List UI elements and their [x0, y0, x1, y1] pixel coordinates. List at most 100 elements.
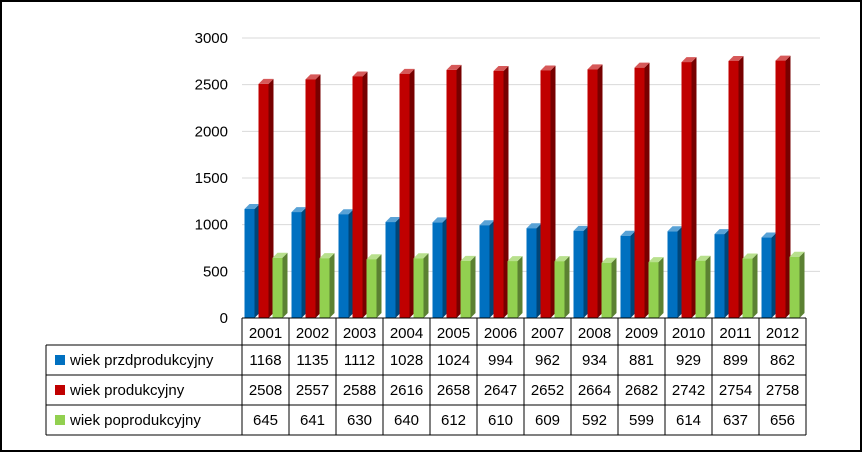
bar-top — [507, 256, 523, 262]
data-label: 1028 — [390, 352, 423, 369]
legend-swatch — [55, 415, 65, 425]
bar — [305, 74, 321, 318]
bar-front — [352, 76, 363, 318]
bar-top — [493, 65, 509, 71]
data-label: 962 — [535, 352, 560, 369]
data-label: 637 — [723, 412, 748, 429]
data-label: 614 — [676, 412, 701, 429]
bar-side — [597, 64, 603, 318]
bar-side — [395, 217, 401, 318]
bar-top — [540, 65, 556, 71]
data-label: 2652 — [531, 382, 564, 399]
bar-front — [460, 260, 471, 318]
data-label: 599 — [629, 412, 654, 429]
bar-top — [573, 225, 589, 231]
bar-front — [258, 83, 269, 318]
bar-front — [789, 256, 800, 318]
x-tick-label: 2011 — [719, 325, 751, 342]
bar-side — [442, 217, 448, 318]
bar — [554, 256, 570, 318]
bar — [587, 64, 603, 318]
bar-side — [282, 252, 288, 318]
bar-top — [460, 255, 476, 261]
bar-top — [244, 203, 260, 209]
bar-top — [634, 62, 650, 68]
data-label: 2557 — [296, 382, 329, 399]
data-label: 2647 — [484, 382, 517, 399]
bar-top — [728, 55, 744, 61]
data-label: 592 — [582, 412, 607, 429]
bar-side — [376, 254, 382, 318]
bar-front — [479, 225, 490, 318]
bar — [681, 57, 697, 318]
y-tick-label: 1500 — [195, 170, 228, 187]
bar-front — [667, 231, 678, 318]
y-tick-label: 500 — [203, 263, 228, 280]
data-label: 2682 — [625, 382, 658, 399]
bar-side — [362, 71, 368, 318]
data-label: 1168 — [249, 352, 281, 369]
x-tick-label: 2008 — [578, 325, 611, 342]
bar — [479, 220, 495, 318]
data-label: 630 — [347, 412, 372, 429]
bar-top — [714, 229, 730, 235]
bar-side — [315, 74, 321, 318]
bar-front — [695, 260, 706, 318]
bar-front — [244, 208, 255, 318]
bar-front — [775, 60, 786, 318]
bar-side — [254, 203, 260, 318]
bar-top — [775, 55, 791, 61]
bar-top — [695, 255, 711, 261]
x-tick-label: 2005 — [437, 325, 470, 342]
bar-side — [771, 232, 777, 318]
bar-side — [752, 253, 758, 318]
bar — [667, 226, 683, 318]
bar-top — [526, 223, 542, 229]
bar-side — [268, 78, 274, 318]
bar-top — [742, 253, 758, 259]
bar — [573, 225, 589, 318]
bar-front — [446, 69, 457, 318]
bar-top — [681, 57, 697, 63]
bar-top — [479, 220, 495, 226]
bar-top — [648, 257, 664, 263]
legend-swatch — [55, 355, 65, 365]
data-label: 2588 — [343, 382, 376, 399]
bar-side — [611, 257, 617, 318]
bar-top — [587, 64, 603, 70]
legend-swatch — [55, 385, 65, 395]
bar-side — [644, 62, 650, 319]
x-tick-label: 2010 — [672, 325, 705, 342]
bar-top — [352, 71, 368, 77]
bar-front — [728, 60, 739, 319]
bar-top — [432, 217, 448, 223]
bar — [319, 253, 335, 318]
bar — [385, 217, 401, 318]
bar — [272, 252, 288, 318]
bar — [258, 78, 274, 318]
bar — [634, 62, 650, 319]
data-label: 1135 — [296, 352, 328, 369]
bar — [366, 254, 382, 318]
bar-side — [301, 207, 307, 318]
bar — [352, 71, 368, 318]
data-label: 881 — [629, 352, 654, 369]
bar-front — [540, 70, 551, 318]
data-label: 640 — [394, 412, 419, 429]
bar — [338, 209, 354, 318]
bar-front — [761, 237, 772, 318]
bar-front — [573, 230, 584, 318]
bar-side — [564, 256, 570, 318]
bar — [526, 223, 542, 318]
bar-front — [601, 262, 612, 318]
data-label: 2508 — [249, 382, 282, 399]
bar-side — [724, 229, 730, 318]
bar — [399, 68, 415, 318]
data-label: 612 — [441, 412, 466, 429]
bar-side — [738, 55, 744, 319]
data-label: 645 — [253, 412, 278, 429]
data-label: 609 — [535, 412, 560, 429]
bar — [446, 64, 462, 318]
bar-front — [493, 70, 504, 319]
